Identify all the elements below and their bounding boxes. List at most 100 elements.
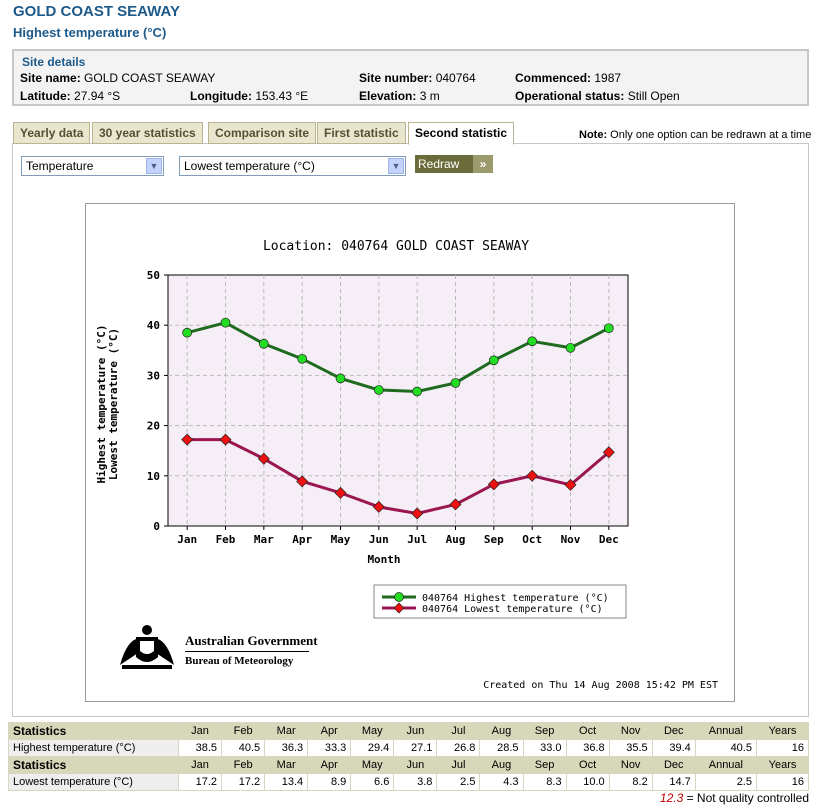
chevron-down-icon: ▼ — [146, 158, 162, 174]
stats-cell: 2.5 — [436, 773, 481, 791]
data-point-lowest — [372, 500, 385, 513]
statistic-select[interactable]: Lowest temperature (°C) ▼ — [179, 156, 406, 176]
x-tick-label: Mar — [254, 533, 274, 546]
data-point-highest — [297, 353, 308, 364]
data-point-highest — [603, 323, 614, 334]
stats-cell: 36.3 — [264, 739, 309, 757]
data-point-highest — [488, 355, 499, 366]
stats-column-header: Feb — [221, 756, 266, 774]
y-tick-label: 50 — [147, 269, 160, 282]
stats-cell: 3.8 — [393, 773, 438, 791]
stats-cell: 16 — [755, 773, 810, 791]
y-tick-label: 30 — [147, 369, 160, 382]
data-point-lowest — [449, 498, 462, 511]
data-point-highest — [258, 338, 269, 349]
x-tick-label: Jul — [407, 533, 427, 546]
stats-cell: 14.7 — [651, 773, 696, 791]
tab-second-statistic[interactable]: Second statistic — [408, 122, 515, 145]
data-point-lowest — [296, 475, 309, 488]
commenced: Commenced: 1987 — [515, 71, 622, 85]
data-point-lowest — [526, 469, 539, 482]
stats-cell: 2.5 — [694, 773, 757, 791]
page-subtitle: Highest temperature (°C) — [13, 25, 167, 40]
stats-cell: 39.4 — [651, 739, 696, 757]
chevron-down-icon: ▼ — [388, 158, 404, 174]
stats-cell: 10.0 — [565, 773, 610, 791]
stats-column-header: Mar — [264, 722, 309, 740]
stats-cell: 17.2 — [177, 773, 223, 791]
statistics-table: Statistics Jan Feb Mar Apr May Jun Jul Aug Sep Oct… — [8, 722, 810, 791]
stats-column-header: Oct — [565, 722, 610, 740]
stats-column-header: Oct — [565, 756, 610, 774]
chart-title: Location: 040764 GOLD COAST SEAWAY — [263, 239, 529, 254]
stats-cell: 4.3 — [479, 773, 524, 791]
data-point-lowest — [564, 478, 577, 491]
stats-row-label: Lowest temperature (°C) — [8, 773, 179, 791]
bureau-name: Bureau of Meteorology — [185, 655, 294, 667]
stats-column-header: Aug — [479, 722, 524, 740]
data-point-highest — [335, 373, 346, 384]
x-tick-label: Apr — [292, 533, 312, 546]
stats-column-header: Dec — [651, 722, 696, 740]
series-line-lowest — [187, 438, 610, 515]
stats-column-header: Years — [755, 756, 810, 774]
stats-cell: 26.8 — [436, 739, 481, 757]
legend-marker-lowest — [393, 602, 405, 614]
data-point-highest — [412, 386, 423, 397]
stats-column-header: Sep — [522, 756, 567, 774]
plot-area — [167, 274, 629, 527]
data-point-highest — [373, 385, 384, 395]
quality-legend: 12.3 = Not quality controlled — [659, 791, 809, 805]
tab-comparison-site[interactable]: Comparison site — [208, 122, 317, 144]
category-select[interactable]: Temperature ▼ — [21, 156, 164, 176]
x-tick-label: Jun — [369, 533, 389, 546]
data-point-lowest — [602, 446, 615, 459]
tab-yearly-data[interactable]: Yearly data — [13, 122, 91, 144]
x-tick-label: Oct — [522, 533, 542, 546]
stats-cell: 8.3 — [522, 773, 567, 791]
stats-column-header: Aug — [479, 756, 524, 774]
site-name: Site name: GOLD COAST SEAWAY — [20, 71, 216, 85]
gov-name: Australian Government — [185, 633, 318, 648]
stats-column-header: Feb — [221, 722, 266, 740]
tab-first-statistic[interactable]: First statistic — [317, 122, 406, 144]
data-point-highest — [450, 378, 461, 388]
stats-column-header: Jan — [177, 756, 223, 774]
x-tick-label: Aug — [446, 533, 466, 546]
stats-header-row: Statistics Jan Feb Mar Apr May Jun Jul Aug Sep Oct… — [8, 722, 810, 740]
site-details-header: Site details — [22, 55, 86, 69]
x-tick-label: Dec — [599, 533, 619, 546]
redraw-button[interactable]: Redraw » — [415, 155, 493, 173]
x-tick-label: Jan — [177, 533, 197, 546]
y-tick-label: 10 — [147, 470, 160, 483]
page-title: GOLD COAST SEAWAY — [13, 3, 180, 20]
y-axis-label-2: Lowest temperature (°C) — [107, 328, 120, 480]
stats-cell: 28.5 — [479, 739, 524, 757]
stats-cell: 6.6 — [350, 773, 395, 791]
data-point-highest — [182, 327, 193, 338]
x-tick-label: Feb — [216, 533, 236, 546]
tab-30-year-statistics[interactable]: 30 year statistics — [92, 122, 203, 144]
stats-column-header: Nov — [608, 722, 653, 740]
stats-column-header: Dec — [651, 756, 696, 774]
stats-column-header: Jul — [436, 722, 481, 740]
stats-header-label: Statistics — [8, 722, 179, 740]
stats-cell: 36.8 — [565, 739, 610, 757]
legend-box — [373, 584, 627, 619]
stats-cell: 29.4 — [350, 739, 395, 757]
y-tick-label: 20 — [147, 420, 160, 433]
y-tick-label: 0 — [153, 520, 160, 533]
stats-cell: 16 — [755, 739, 810, 757]
data-point-highest — [527, 336, 538, 347]
stats-cell: 8.9 — [307, 773, 352, 791]
stats-cell: 38.5 — [177, 739, 223, 757]
stats-column-header: May — [350, 756, 395, 774]
created-timestamp: Created on Thu 14 Aug 2008 15:42 PM EST — [483, 680, 718, 691]
y-axis-ticks: 0 10 20 30 40 50 — [147, 269, 168, 533]
data-point-highest — [565, 342, 576, 353]
x-axis-ticks: Jan Feb Mar Apr May Jun Jul Aug Sep Oct Nov Dec — [177, 526, 619, 546]
chart-legend: 040764 Highest temperature (°C) 040764 L… — [373, 584, 627, 619]
series-line-highest — [186, 321, 610, 393]
stats-cell: 17.2 — [221, 773, 266, 791]
stats-cell: 13.4 — [264, 773, 309, 791]
